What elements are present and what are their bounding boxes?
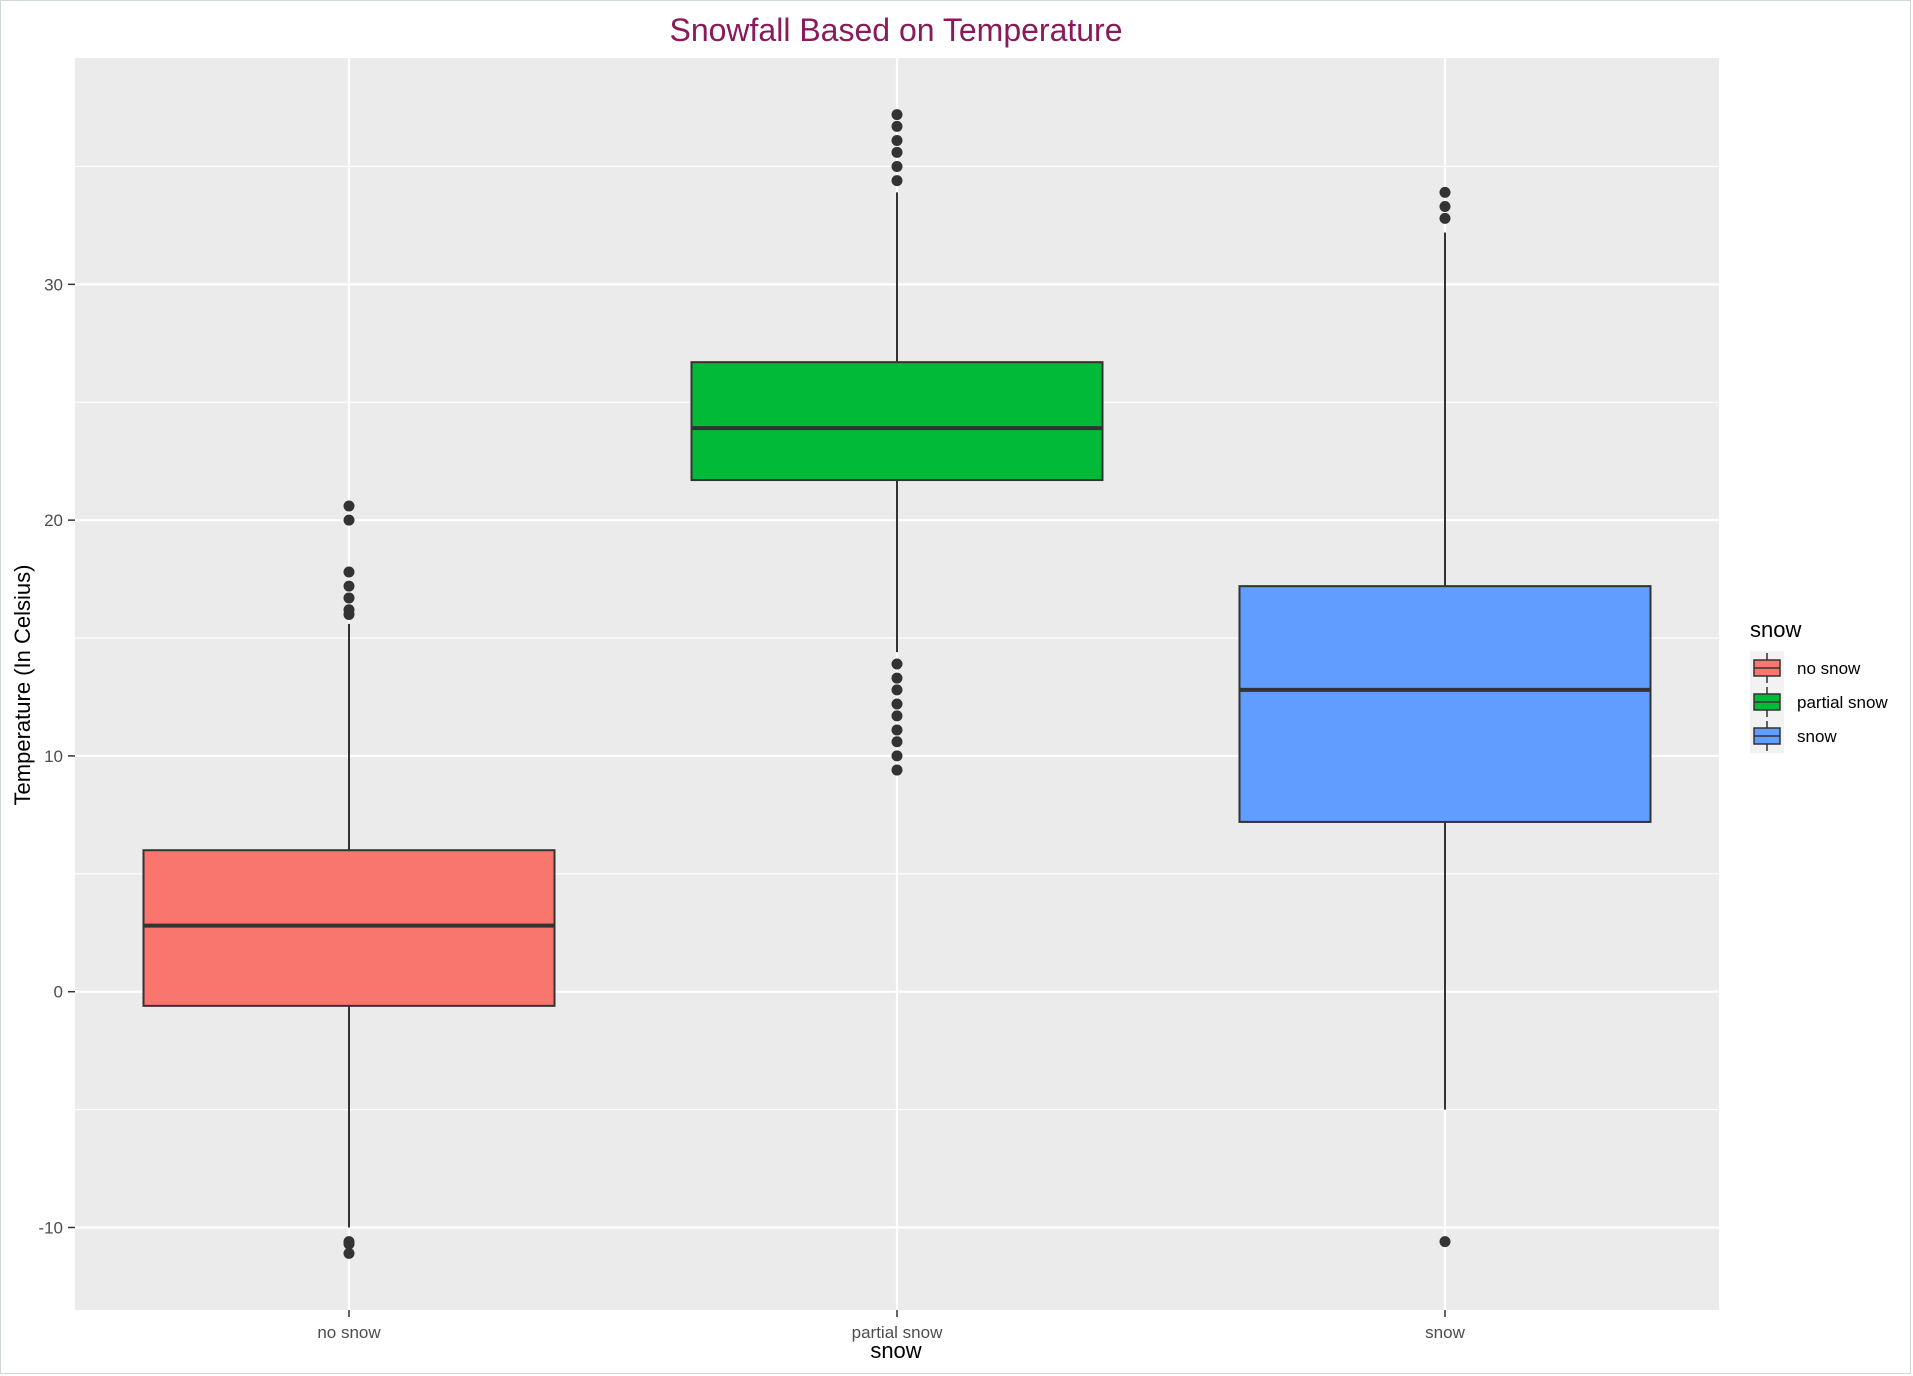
legend-label: snow [1797,727,1837,746]
outlier-point [1439,1236,1451,1248]
outlier-point [343,1247,355,1259]
legend-label: no snow [1797,659,1861,678]
outlier-point [891,658,903,670]
outlier-point [891,724,903,736]
box-snow [1238,186,1652,1248]
x-tick-label: no snow [317,1323,381,1342]
box-no-snow [142,500,556,1259]
outlier-point [343,580,355,592]
outlier-point [891,672,903,684]
y-tick-label: 10 [44,747,63,766]
x-axis: no snow partial snow snow [317,1310,1466,1342]
outlier-point [1439,212,1451,224]
legend-item-snow: snow [1750,719,1837,753]
boxes-layer [142,109,1652,1259]
box-partial-snow [690,109,1104,776]
legend-item-no-snow: no snow [1750,651,1861,685]
outlier-point [891,750,903,762]
outlier-point [891,736,903,748]
outlier-point [891,120,903,132]
legend: snow no snow partial snow snow [1750,617,1888,753]
outlier-point [891,698,903,710]
legend-item-partial-snow: partial snow [1750,685,1888,719]
box-body [142,849,556,1007]
y-axis: -10 0 10 20 30 [38,275,75,1237]
y-tick-label: -10 [38,1218,63,1237]
y-tick-label: 30 [44,275,63,294]
outlier-point [343,514,355,526]
outlier-point [343,592,355,604]
x-axis-label: snow [870,1338,921,1363]
x-tick-label: snow [1425,1323,1465,1342]
outlier-point [891,764,903,776]
chart-title: Snowfall Based on Temperature [669,12,1122,48]
legend-title: snow [1750,617,1801,642]
outlier-point [891,684,903,696]
outlier-point [891,146,903,158]
box-body [1238,585,1652,823]
legend-label: partial snow [1797,693,1888,712]
x-tick-label: partial snow [852,1323,943,1342]
outlier-point [1439,186,1451,198]
outlier-point [343,566,355,578]
y-tick-label: 20 [44,511,63,530]
outlier-point [343,1238,355,1250]
box-body [690,361,1104,482]
outlier-point [891,109,903,121]
outlier-point [891,135,903,147]
y-axis-label: Temperature (In Celsius) [10,565,35,806]
outlier-point [1439,201,1451,213]
outlier-point [343,500,355,512]
y-tick-label: 0 [54,983,63,1002]
outlier-point [891,175,903,187]
outlier-point [891,710,903,722]
outlier-point [343,608,355,620]
outlier-point [891,160,903,172]
